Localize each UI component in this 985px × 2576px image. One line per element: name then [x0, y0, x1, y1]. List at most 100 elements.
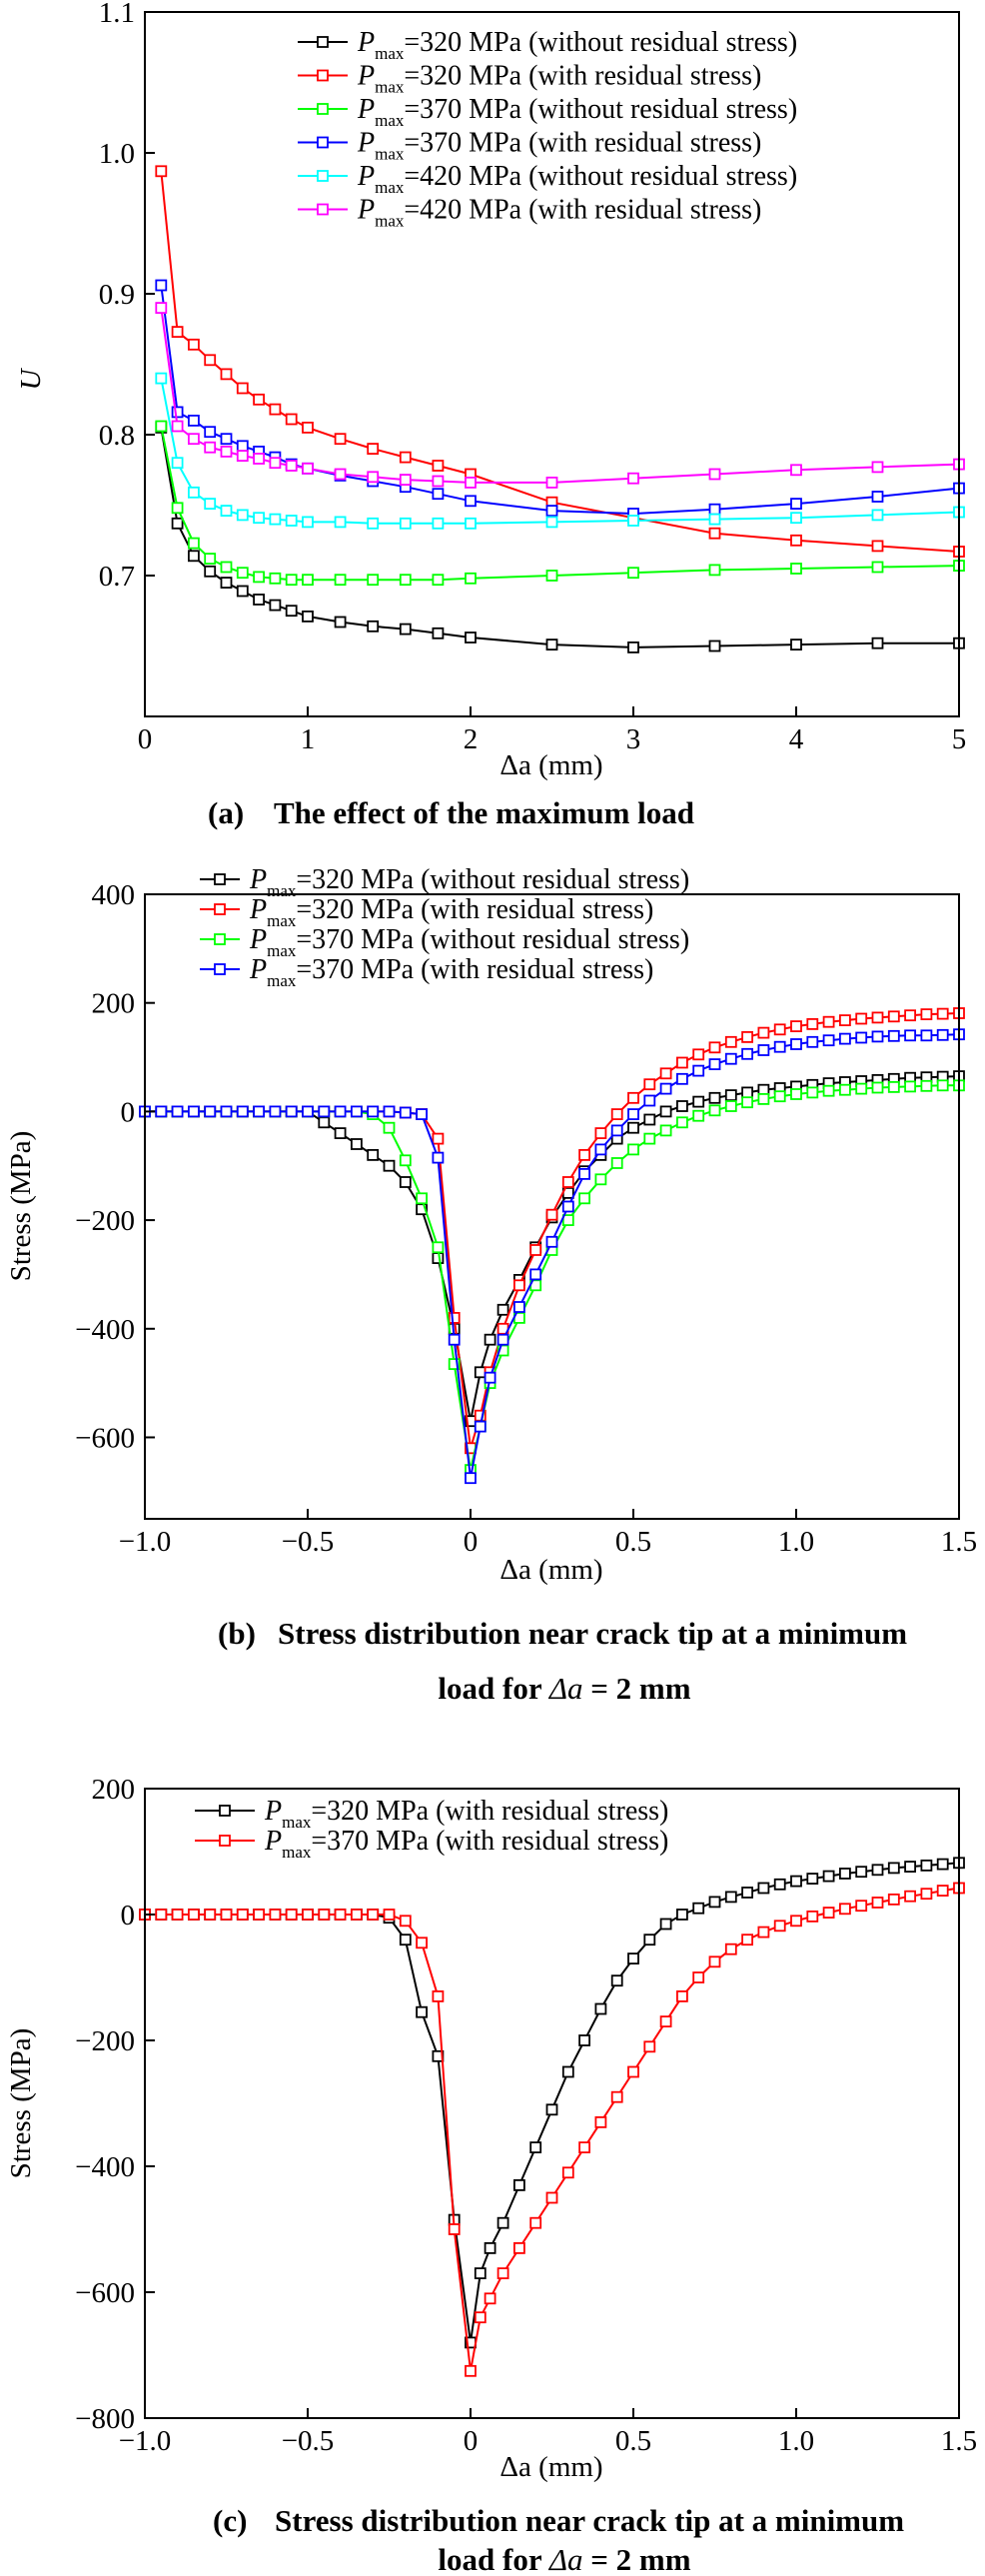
data-point-c-1-30 — [610, 2090, 623, 2103]
data-point-b-3-50 — [936, 1028, 949, 1041]
data-point-a-1-1 — [171, 326, 184, 339]
data-point-a-5-13 — [432, 475, 445, 488]
data-point-c-1-37 — [724, 1942, 737, 1955]
x-tick-label-b-3: 0.5 — [615, 1526, 651, 1558]
data-point-b-1-27 — [561, 1176, 574, 1188]
data-point-b-3-5 — [220, 1105, 233, 1118]
data-point-a-4-14 — [465, 517, 477, 530]
data-point-b-2-47 — [887, 1081, 900, 1093]
data-point-c-1-4 — [204, 1909, 217, 1921]
data-point-c-1-3 — [187, 1909, 200, 1921]
data-point-a-1-0 — [155, 165, 168, 178]
data-point-b-0-32 — [643, 1113, 656, 1126]
data-point-c-1-18 — [432, 1990, 445, 2002]
data-point-c-0-23 — [496, 2216, 509, 2229]
data-point-c-1-38 — [741, 1933, 753, 1946]
data-point-b-3-20 — [465, 1472, 477, 1485]
data-point-b-2-35 — [692, 1109, 705, 1122]
data-point-c-1-48 — [904, 1890, 916, 1903]
data-point-b-2-18 — [432, 1241, 445, 1254]
y-tick-label-a-1: 0.8 — [99, 420, 135, 452]
data-point-b-3-12 — [334, 1105, 347, 1118]
caption-line2-c: load for Δa = 2 mm — [438, 2542, 690, 2576]
data-point-c-1-5 — [220, 1909, 233, 1921]
data-point-b-0-36 — [708, 1091, 721, 1104]
y-tick-label-a-3: 1.0 — [99, 138, 135, 170]
data-point-a-0-6 — [253, 594, 266, 606]
data-point-c-0-30 — [610, 1974, 623, 1987]
data-point-b-0-35 — [692, 1095, 705, 1108]
data-point-a-2-12 — [399, 574, 412, 587]
series-line-a-1 — [160, 171, 960, 553]
data-point-a-1-8 — [285, 413, 298, 426]
data-point-a-5-11 — [367, 471, 380, 484]
data-point-b-3-48 — [904, 1029, 916, 1042]
y-tick-label-c-2: −400 — [75, 2151, 135, 2183]
data-point-a-4-13 — [432, 517, 445, 530]
data-point-b-2-40 — [773, 1090, 786, 1103]
data-point-a-2-6 — [253, 571, 266, 584]
data-point-c-1-44 — [839, 1903, 851, 1916]
data-point-b-2-44 — [839, 1083, 851, 1096]
data-point-c-1-49 — [920, 1888, 933, 1901]
y-tick-label-c-4: 0 — [121, 1900, 136, 1932]
data-point-a-0-15 — [545, 639, 558, 650]
y-tick-label-b-1: −400 — [75, 1314, 135, 1346]
data-point-a-1-7 — [269, 403, 282, 416]
data-point-c-1-24 — [513, 2241, 525, 2254]
y-tick-label-c-1: −600 — [75, 2277, 135, 2309]
data-point-b-3-43 — [822, 1034, 835, 1047]
x-axis-label-a: Δa (mm) — [499, 749, 602, 781]
data-point-a-0-4 — [220, 577, 233, 589]
data-point-a-1-11 — [367, 443, 380, 456]
legend-label-a-4: Pmax=420 MPa (without residual stress) — [357, 161, 797, 197]
data-point-b-3-8 — [269, 1105, 282, 1118]
y-axis-label-b: Stress (MPa) — [5, 1131, 37, 1282]
data-point-b-1-45 — [855, 1012, 868, 1025]
legend-marker-b-3 — [214, 963, 226, 975]
data-point-c-1-12 — [334, 1909, 347, 1921]
y-tick-label-b-0: −600 — [75, 1422, 135, 1454]
caption-text-a: The effect of the maximum load — [274, 795, 694, 830]
data-point-a-2-10 — [334, 574, 347, 587]
data-point-c-1-34 — [676, 1990, 688, 2002]
data-point-b-0-33 — [659, 1105, 672, 1118]
data-point-a-4-17 — [708, 513, 721, 526]
data-point-c-1-2 — [171, 1909, 184, 1921]
data-point-a-0-5 — [236, 585, 249, 598]
data-point-b-1-26 — [545, 1208, 558, 1221]
data-point-c-1-27 — [561, 2166, 574, 2179]
data-point-b-1-34 — [676, 1056, 688, 1069]
data-point-b-3-17 — [416, 1108, 429, 1120]
data-point-c-0-36 — [708, 1896, 721, 1909]
series-line-b-2 — [145, 1084, 959, 1471]
data-point-b-3-13 — [350, 1105, 363, 1118]
data-point-b-3-14 — [367, 1105, 380, 1118]
data-point-b-3-21 — [474, 1420, 487, 1433]
data-point-a-1-13 — [432, 460, 445, 472]
data-point-a-0-7 — [269, 599, 282, 612]
data-point-b-3-35 — [692, 1064, 705, 1077]
data-point-a-2-11 — [367, 574, 380, 587]
data-point-a-4-12 — [399, 517, 412, 530]
data-point-a-1-4 — [220, 368, 233, 381]
x-tick-label-c-5: 1.5 — [941, 2425, 977, 2457]
data-point-a-0-17 — [708, 640, 721, 652]
data-point-b-0-15 — [383, 1159, 396, 1172]
data-point-c-0-24 — [513, 2178, 525, 2191]
data-point-b-0-14 — [367, 1149, 380, 1161]
data-point-c-0-34 — [676, 1909, 688, 1921]
data-point-a-0-13 — [432, 627, 445, 640]
data-point-a-5-18 — [790, 464, 802, 477]
data-point-b-0-22 — [484, 1333, 496, 1346]
data-point-a-1-12 — [399, 451, 412, 464]
data-point-b-3-26 — [545, 1235, 558, 1248]
legend-marker-a-2 — [317, 103, 329, 115]
data-point-b-3-19 — [448, 1333, 461, 1346]
data-point-b-0-21 — [474, 1366, 487, 1379]
data-point-a-1-9 — [302, 421, 314, 434]
data-point-a-4-8 — [285, 515, 298, 527]
data-point-c-0-38 — [741, 1887, 753, 1899]
data-point-b-2-46 — [871, 1081, 884, 1094]
